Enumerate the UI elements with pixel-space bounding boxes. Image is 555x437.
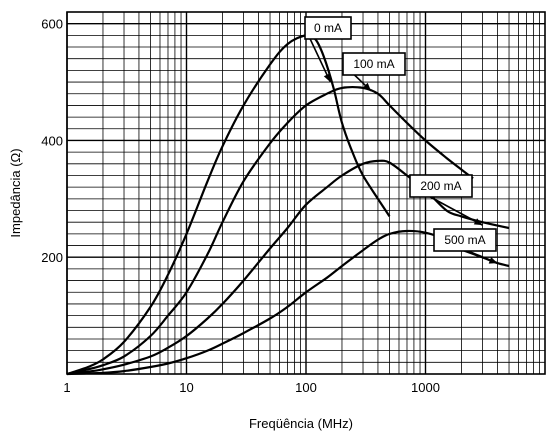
x-tick-label: 100 [295, 380, 317, 395]
y-axis-title: Impedância (Ω) [8, 148, 23, 237]
x-tick-label: 10 [179, 380, 193, 395]
callout-box [409, 174, 473, 198]
callout-box [342, 52, 406, 76]
x-tick-label: 1 [63, 380, 70, 395]
series-line-0-ma [66, 34, 391, 376]
x-axis-title: Freqüência (MHz) [249, 416, 353, 431]
callout-arrow-head [362, 82, 372, 91]
series-line-500-ma [66, 229, 510, 376]
callout-box [433, 228, 497, 252]
series-line-100-ma [66, 86, 474, 376]
callout-box [304, 16, 352, 40]
y-tick-label: 200 [41, 250, 63, 265]
chart-annotations: 0 mA 100 mA 200 mA 500 mA [304, 16, 498, 264]
chart-labels: 1 10 100 1000 200 400 600 Freqüência (MHz) Imped… [8, 17, 440, 431]
callout-arrow-head [488, 257, 498, 264]
chart-grid [66, 11, 546, 375]
plot-frame [66, 11, 546, 375]
callout-arrow-head [323, 73, 331, 83]
y-tick-label: 400 [41, 133, 63, 148]
x-tick-label: 1000 [411, 380, 440, 395]
callout-arrow-head [473, 218, 483, 226]
callout-label: 200 mA [420, 179, 461, 193]
y-tick-label: 600 [41, 17, 63, 32]
chart-series [66, 34, 510, 376]
callout-label: 500 mA [444, 233, 485, 247]
callout-label: 0 mA [314, 21, 342, 35]
callout-label: 100 mA [353, 57, 394, 71]
